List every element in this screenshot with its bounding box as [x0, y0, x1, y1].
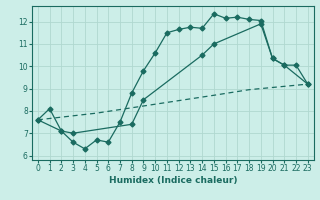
X-axis label: Humidex (Indice chaleur): Humidex (Indice chaleur)	[108, 176, 237, 185]
